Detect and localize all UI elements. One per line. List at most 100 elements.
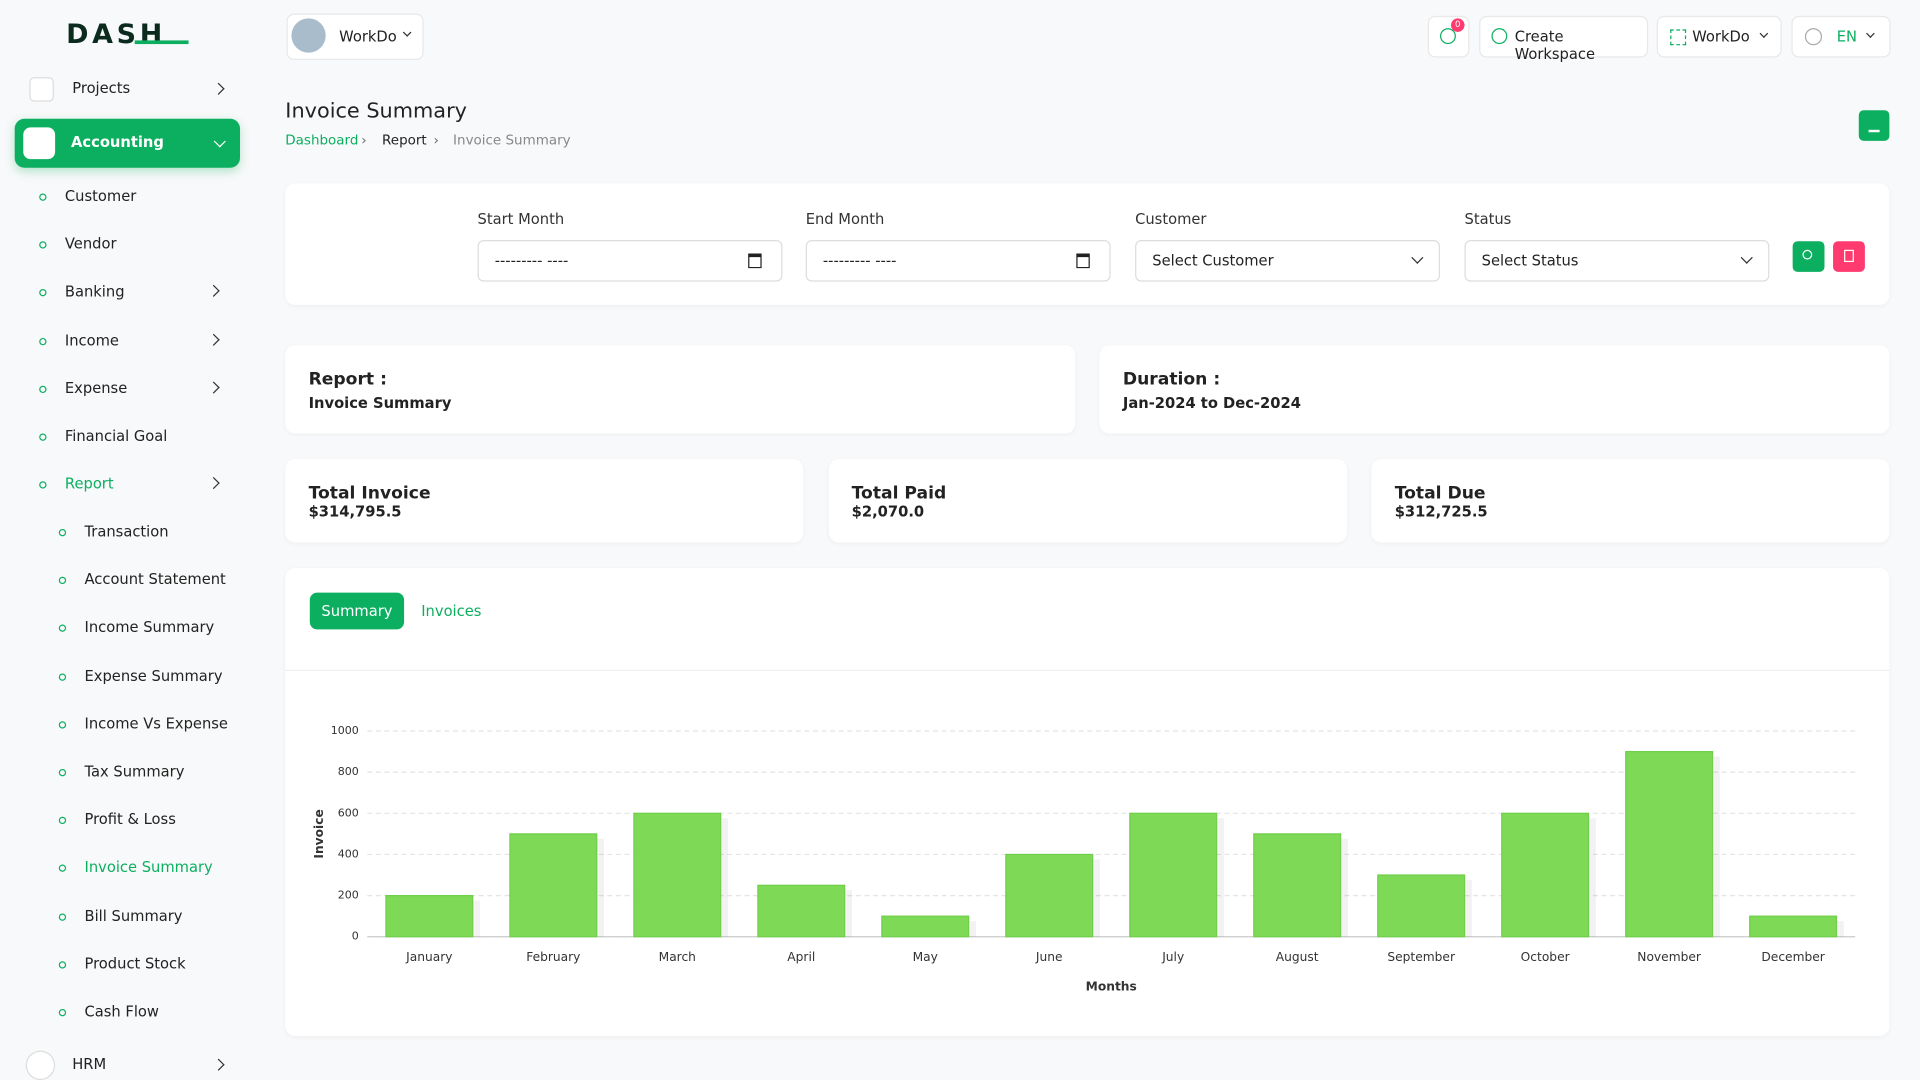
x-tick-label: August — [1276, 950, 1319, 964]
nav-item[interactable]: Profit & Loss — [84, 810, 176, 828]
nav-label: Accounting — [71, 133, 164, 151]
workspace-switcher[interactable]: WorkDo — [286, 13, 424, 61]
x-tick-label: September — [1387, 950, 1456, 964]
bullet — [39, 241, 47, 249]
bullet — [58, 768, 67, 777]
projects-icon — [29, 77, 54, 102]
bar — [757, 884, 846, 938]
logo[interactable]: DASH — [66, 19, 166, 51]
y-tick-label: 800 — [338, 765, 359, 778]
accounting-icon — [23, 127, 56, 160]
create-workspace-button[interactable]: Create Workspace — [1479, 15, 1649, 62]
calendar-icon — [748, 253, 762, 269]
x-tick-label: October — [1521, 950, 1571, 964]
hrm-icon — [25, 1050, 56, 1080]
breadcrumb[interactable]: Report — [382, 132, 427, 149]
plus-icon — [1491, 28, 1508, 45]
tab-active[interactable]: Summary — [309, 592, 405, 630]
page-title: Invoice Summary — [285, 99, 467, 124]
chevron — [1411, 251, 1424, 264]
x-tick-label: June — [1035, 950, 1063, 964]
bullet — [58, 816, 67, 825]
reset-button[interactable] — [1833, 241, 1865, 272]
bullet — [58, 672, 67, 681]
divider — [285, 669, 1890, 672]
nav-item[interactable]: Tax Summary — [84, 762, 185, 780]
x-tick-label: February — [526, 950, 580, 964]
y-tick-label: 200 — [338, 889, 359, 902]
info-value: Jan-2024 to Dec-2024 — [1122, 394, 1301, 412]
bullet — [39, 193, 47, 201]
workspace-menu[interactable]: WorkDo — [1656, 15, 1782, 58]
logo-accent — [134, 40, 189, 45]
nav-item[interactable]: Income Summary — [84, 618, 215, 636]
nav-item[interactable]: Income — [64, 331, 119, 349]
nav-item[interactable]: Transaction — [84, 522, 169, 540]
search-button[interactable] — [1792, 241, 1825, 272]
nav-item[interactable]: Expense — [64, 379, 128, 397]
nav-item[interactable]: Invoice Summary — [84, 858, 213, 876]
download-button[interactable] — [1858, 110, 1890, 141]
status-select[interactable]: Select Status — [1464, 240, 1770, 282]
calendar-icon — [1076, 253, 1090, 269]
bullet — [58, 624, 67, 633]
bar — [881, 915, 970, 938]
nav-item[interactable]: Account Statement — [84, 570, 226, 588]
nav-projects[interactable]: Projects — [72, 79, 131, 97]
total-value: $312,725.5 — [1394, 503, 1488, 521]
nav-hrm[interactable]: HRM — [72, 1055, 107, 1073]
chevron — [207, 285, 220, 298]
nav-item[interactable]: Income Vs Expense — [84, 714, 228, 732]
workspace-avatar — [291, 18, 326, 53]
bar — [1625, 750, 1714, 938]
chevron — [212, 82, 225, 95]
filter-label: Status — [1464, 210, 1512, 228]
x-tick-label: April — [787, 950, 815, 964]
bar — [633, 812, 722, 938]
info-label: Duration : — [1122, 369, 1221, 390]
chevron — [207, 477, 220, 490]
customer-select[interactable]: Select Customer — [1135, 240, 1440, 282]
y-tick-label: 400 — [338, 847, 359, 860]
breadcrumb-separator: › — [433, 132, 439, 149]
nav-item[interactable]: Bill Summary — [84, 906, 183, 924]
globe-icon — [1804, 28, 1823, 46]
bar — [1501, 812, 1590, 938]
messages-button[interactable]: 0 — [1427, 15, 1470, 58]
tab[interactable]: Invoices — [421, 602, 482, 620]
breadcrumb[interactable]: Dashboard — [285, 132, 359, 149]
nav-accounting[interactable]: Accounting — [14, 118, 240, 168]
duration-card: Duration : Jan-2024 to Dec-2024 — [1099, 345, 1890, 434]
nav-item[interactable]: Product Stock — [84, 954, 186, 972]
total-value: $2,070.0 — [851, 503, 925, 521]
workspace-name: WorkDo — [339, 28, 397, 46]
trash-icon — [1844, 249, 1854, 263]
nav-item[interactable]: Report — [64, 475, 114, 493]
bullet — [39, 289, 47, 297]
filter-label: End Month — [805, 210, 885, 228]
bar — [1377, 874, 1466, 938]
nav-item[interactable]: Financial Goal — [64, 427, 168, 445]
nav-item[interactable]: Expense Summary — [84, 666, 223, 684]
language-menu[interactable]: EN — [1791, 15, 1891, 58]
bullet — [39, 433, 47, 441]
start-month-input[interactable]: --------- ---- — [477, 240, 783, 282]
total-value: $314,795.5 — [308, 503, 402, 521]
chevron — [207, 381, 220, 394]
y-tick-label: 600 — [338, 806, 359, 819]
nav-item[interactable]: Vendor — [64, 235, 117, 253]
chevron — [1759, 29, 1769, 39]
breadcrumb: Invoice Summary — [453, 132, 571, 149]
nav-item[interactable]: Banking — [64, 283, 125, 301]
nav-item[interactable]: Customer — [64, 187, 137, 205]
bullet — [58, 912, 67, 921]
grid-icon — [1670, 29, 1687, 46]
end-month-input[interactable]: --------- ---- — [805, 240, 1111, 282]
notification-badge: 0 — [1451, 18, 1465, 32]
filter-label: Start Month — [477, 210, 565, 228]
bullet — [58, 960, 67, 969]
nav-item[interactable]: Cash Flow — [84, 1002, 159, 1020]
x-axis-title: Months — [1086, 979, 1137, 993]
